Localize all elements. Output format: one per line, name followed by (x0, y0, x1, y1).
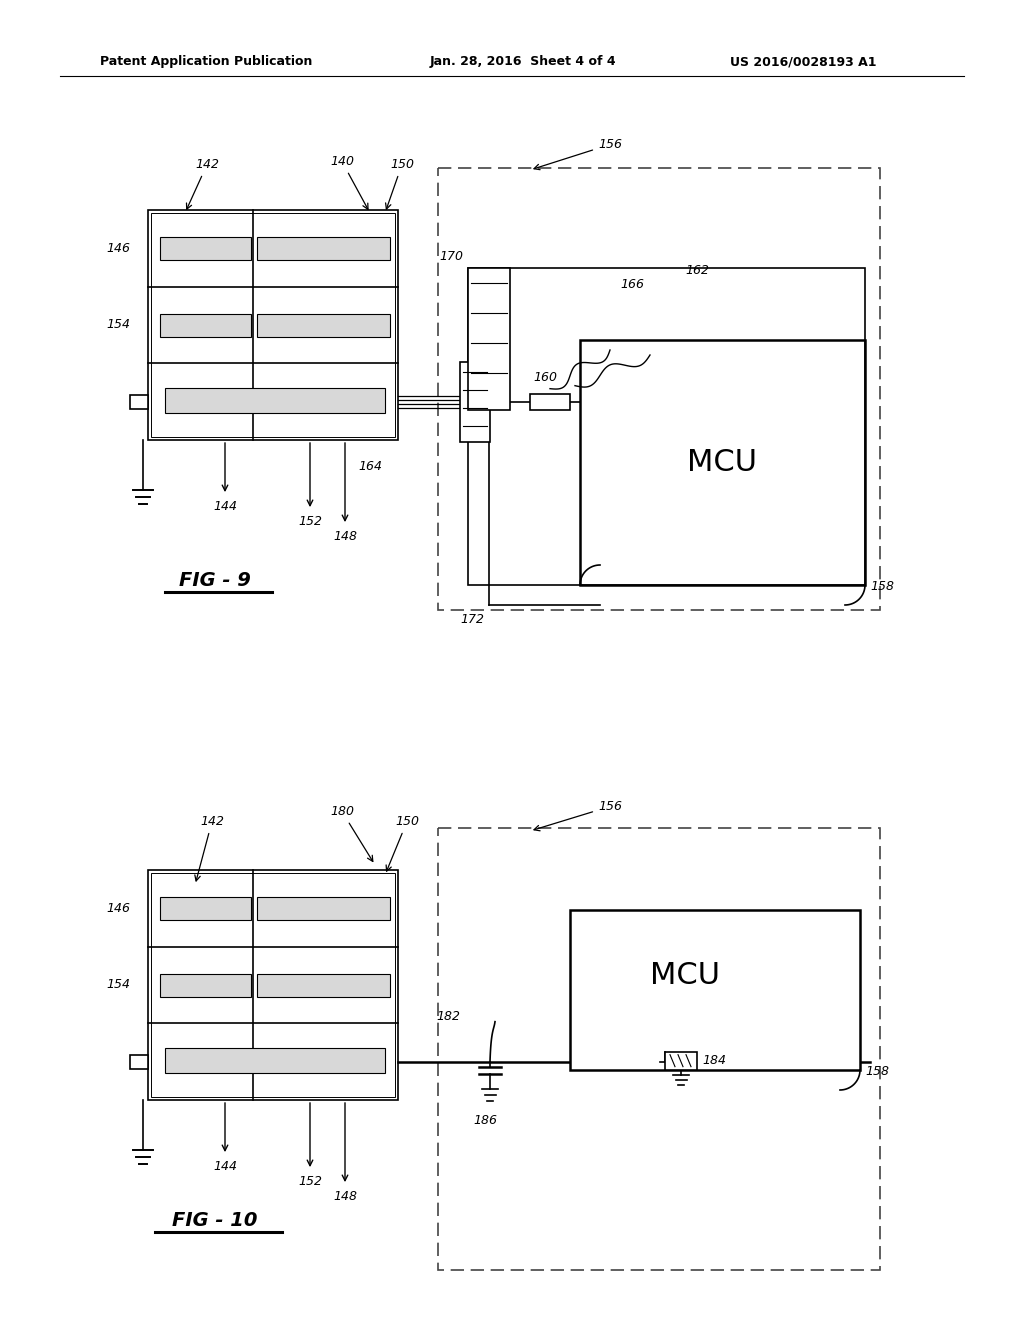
Text: Patent Application Publication: Patent Application Publication (100, 55, 312, 69)
Text: 154: 154 (106, 318, 130, 331)
Text: 162: 162 (685, 264, 709, 276)
Bar (665, 1052, 697, 1069)
Text: 172: 172 (460, 612, 484, 626)
Text: FIG - 10: FIG - 10 (172, 1210, 258, 1229)
Text: 152: 152 (298, 1175, 322, 1188)
Text: 184: 184 (702, 1055, 726, 1067)
Bar (148, 210, 398, 440)
Text: 170: 170 (439, 249, 463, 263)
Bar (438, 168, 880, 610)
Bar (130, 1055, 148, 1069)
Bar (160, 314, 251, 337)
Text: 158: 158 (865, 1065, 889, 1078)
Bar (460, 362, 490, 442)
Text: 146: 146 (106, 242, 130, 255)
Bar (148, 870, 398, 1100)
Bar (151, 213, 395, 437)
Bar (468, 268, 510, 411)
Text: 152: 152 (298, 515, 322, 528)
Text: Jan. 28, 2016  Sheet 4 of 4: Jan. 28, 2016 Sheet 4 of 4 (430, 55, 616, 69)
Bar (438, 828, 880, 1270)
Text: 156: 156 (534, 800, 622, 830)
Text: 164: 164 (358, 459, 382, 473)
Bar (257, 974, 390, 997)
Text: 148: 148 (333, 531, 357, 543)
Bar (165, 388, 385, 413)
Text: 142: 142 (195, 814, 224, 880)
Text: 166: 166 (620, 279, 644, 292)
Bar (468, 268, 865, 585)
Text: 160: 160 (534, 371, 557, 384)
Bar (130, 395, 148, 409)
Bar (165, 1048, 385, 1073)
Bar (580, 341, 865, 585)
Text: US 2016/0028193 A1: US 2016/0028193 A1 (730, 55, 877, 69)
Text: 146: 146 (106, 902, 130, 915)
Text: 156: 156 (534, 139, 622, 170)
Bar (570, 909, 860, 1071)
Text: 144: 144 (213, 500, 237, 513)
Text: MCU: MCU (687, 447, 758, 477)
Text: FIG - 9: FIG - 9 (179, 570, 251, 590)
Bar (257, 314, 390, 337)
Text: 144: 144 (213, 1160, 237, 1173)
Bar (151, 873, 395, 1097)
Text: 140: 140 (330, 154, 368, 210)
Text: 150: 150 (386, 814, 419, 871)
Text: MCU: MCU (650, 961, 720, 990)
Text: 142: 142 (186, 158, 219, 209)
Bar (160, 236, 251, 260)
Bar (160, 896, 251, 920)
Bar (160, 974, 251, 997)
Bar (530, 393, 570, 409)
Bar (257, 236, 390, 260)
Text: 186: 186 (473, 1114, 497, 1127)
Text: 182: 182 (436, 1010, 460, 1023)
Text: 158: 158 (870, 579, 894, 593)
Text: 148: 148 (333, 1191, 357, 1203)
Text: 180: 180 (330, 805, 373, 862)
Text: 154: 154 (106, 978, 130, 991)
Bar (257, 896, 390, 920)
Text: 150: 150 (386, 158, 414, 209)
